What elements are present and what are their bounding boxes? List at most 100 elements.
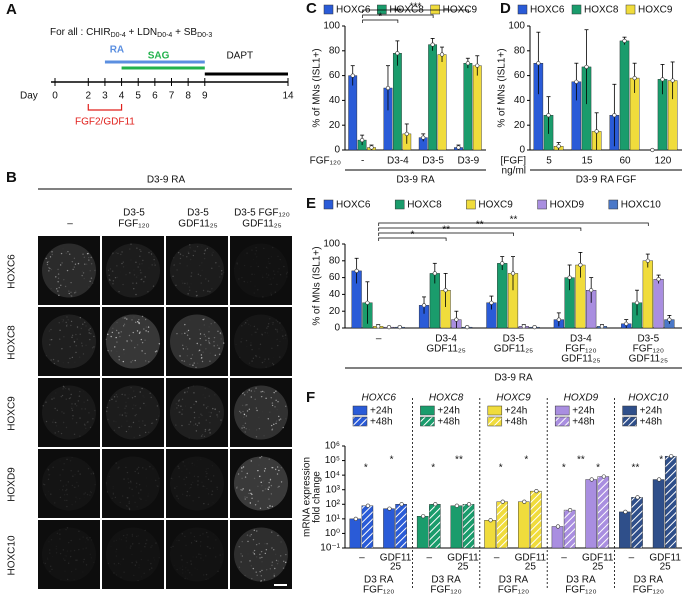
speckle (240, 555, 241, 556)
speckle (210, 480, 212, 482)
speckle (155, 542, 157, 544)
speckle (79, 435, 81, 437)
speckle (244, 321, 247, 324)
bar (631, 497, 643, 549)
speckle (130, 545, 132, 547)
speckle (148, 284, 149, 285)
speckle (248, 362, 251, 364)
speckle (284, 495, 285, 496)
treatment-label: RA (110, 45, 124, 56)
speckle (199, 337, 201, 340)
speckle (56, 288, 58, 290)
row-label: HOXC10 (7, 535, 18, 575)
speckle (144, 339, 146, 341)
significance-bracket (378, 227, 582, 231)
speckle (124, 317, 126, 319)
legend-swatch (622, 405, 637, 416)
speckle (269, 262, 271, 265)
speckle (87, 539, 89, 541)
speckle (150, 546, 152, 548)
speckle (150, 479, 151, 480)
speckle (255, 571, 257, 573)
speckle (50, 482, 51, 483)
organoid (106, 243, 160, 298)
speckle (134, 470, 136, 473)
speckle (120, 463, 121, 464)
speckle (198, 496, 200, 499)
speckle (271, 564, 273, 567)
speckle (193, 392, 195, 394)
speckle (115, 551, 116, 552)
speckle (250, 281, 251, 282)
data-point (354, 268, 359, 273)
speckle (261, 276, 264, 278)
day-number: 14 (282, 91, 294, 102)
speckle (181, 568, 184, 571)
speckle (271, 347, 273, 350)
speckle (42, 483, 45, 485)
speckle (204, 335, 207, 338)
speckle (135, 293, 137, 296)
significance-label: ** (510, 215, 518, 226)
y-tick-label: 60 (514, 70, 526, 81)
speckle (82, 571, 83, 572)
speckle (271, 561, 274, 563)
speckle (176, 495, 178, 497)
speckle (211, 493, 213, 496)
speckle (140, 338, 143, 341)
speckle (186, 334, 189, 336)
speckle (79, 417, 81, 419)
speckle (248, 428, 250, 431)
legend-label: +24h (572, 406, 595, 417)
data-point (656, 477, 662, 482)
speckle (111, 270, 114, 272)
speckle (245, 428, 247, 430)
organoid (234, 385, 288, 440)
speckle (269, 318, 271, 320)
speckle (178, 399, 181, 401)
speckle (62, 561, 63, 562)
speckle (244, 476, 247, 478)
speckle (218, 347, 220, 349)
speckle (126, 421, 127, 422)
speckle (256, 574, 258, 577)
speckle (187, 251, 190, 253)
speckle (123, 571, 125, 573)
speckle (182, 565, 183, 566)
column-label: D3-5 (123, 208, 145, 219)
speckle (49, 267, 51, 270)
speckle (203, 252, 206, 255)
x-tick-label: D3-4 (435, 334, 457, 345)
data-point (475, 63, 480, 68)
speckle (154, 479, 157, 482)
speckle (211, 254, 213, 256)
speckle (271, 546, 273, 549)
speckle (61, 319, 62, 320)
speckle (49, 344, 51, 346)
speckle (92, 473, 95, 475)
speckle (65, 321, 67, 324)
speckle (114, 329, 115, 330)
speckle (219, 276, 221, 278)
data-point (421, 514, 426, 519)
speckle (77, 485, 80, 487)
speckle (121, 495, 124, 497)
speckle (48, 549, 51, 551)
speckle (190, 406, 192, 409)
bar (349, 518, 362, 549)
group-label: FGF₁₂₀ (498, 585, 529, 596)
speckle (265, 366, 267, 368)
day-label: Day (20, 91, 38, 102)
data-point (369, 145, 374, 150)
bar (653, 279, 664, 329)
speckle (173, 480, 174, 481)
speckle (215, 262, 217, 264)
speckle (200, 459, 201, 460)
speckle (137, 535, 138, 536)
speckle (178, 539, 180, 542)
speckle (49, 570, 51, 572)
organoid (42, 528, 96, 582)
speckle (70, 291, 72, 294)
speckle (93, 346, 95, 348)
speckle (202, 485, 204, 487)
